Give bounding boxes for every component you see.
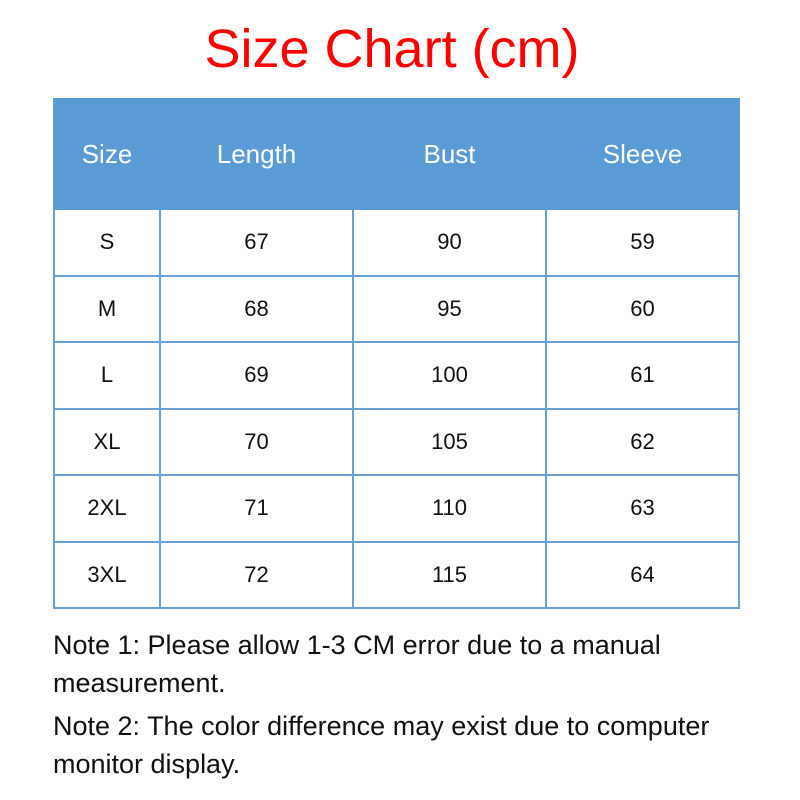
table-row: 3XL 72 115 64 (53, 540, 740, 609)
cell-sleeve: 63 (545, 474, 740, 543)
cell-bust: 110 (352, 474, 547, 543)
cell-size: S (53, 208, 161, 277)
page-title: Size Chart (cm) (204, 19, 580, 79)
cell-size: XL (53, 407, 161, 476)
table-row: XL 70 105 62 (53, 407, 740, 476)
cell-bust: 100 (352, 341, 547, 410)
cell-bust: 90 (352, 208, 547, 277)
cell-length: 68 (159, 274, 354, 343)
table-row: S 67 90 59 (53, 208, 740, 277)
size-table: Size Length Bust Sleeve S 67 90 59 M 68 95 60 L 6… (53, 98, 740, 609)
cell-sleeve: 61 (545, 341, 740, 410)
cell-length: 67 (159, 208, 354, 277)
header-sleeve: Sleeve (545, 98, 740, 210)
cell-length: 72 (159, 540, 354, 609)
note-1: Note 1: Please allow 1-3 CM error due to… (53, 630, 661, 698)
cell-bust: 95 (352, 274, 547, 343)
cell-size: 2XL (53, 474, 161, 543)
table-row: 2XL 71 110 63 (53, 474, 740, 543)
cell-size: L (53, 341, 161, 410)
cell-sleeve: 60 (545, 274, 740, 343)
cell-sleeve: 59 (545, 208, 740, 277)
cell-sleeve: 64 (545, 540, 740, 609)
header-size: Size (53, 98, 161, 210)
table-row: L 69 100 61 (53, 341, 740, 410)
cell-length: 70 (159, 407, 354, 476)
cell-size: 3XL (53, 540, 161, 609)
cell-sleeve: 62 (545, 407, 740, 476)
table-row: M 68 95 60 (53, 274, 740, 343)
cell-length: 69 (159, 341, 354, 410)
header-bust: Bust (352, 98, 547, 210)
cell-bust: 105 (352, 407, 547, 476)
table-header-row: Size Length Bust Sleeve (53, 98, 740, 210)
note-2: Note 2: The color difference may exist d… (53, 711, 710, 779)
cell-bust: 115 (352, 540, 547, 609)
cell-size: M (53, 274, 161, 343)
cell-length: 71 (159, 474, 354, 543)
header-length: Length (159, 98, 354, 210)
